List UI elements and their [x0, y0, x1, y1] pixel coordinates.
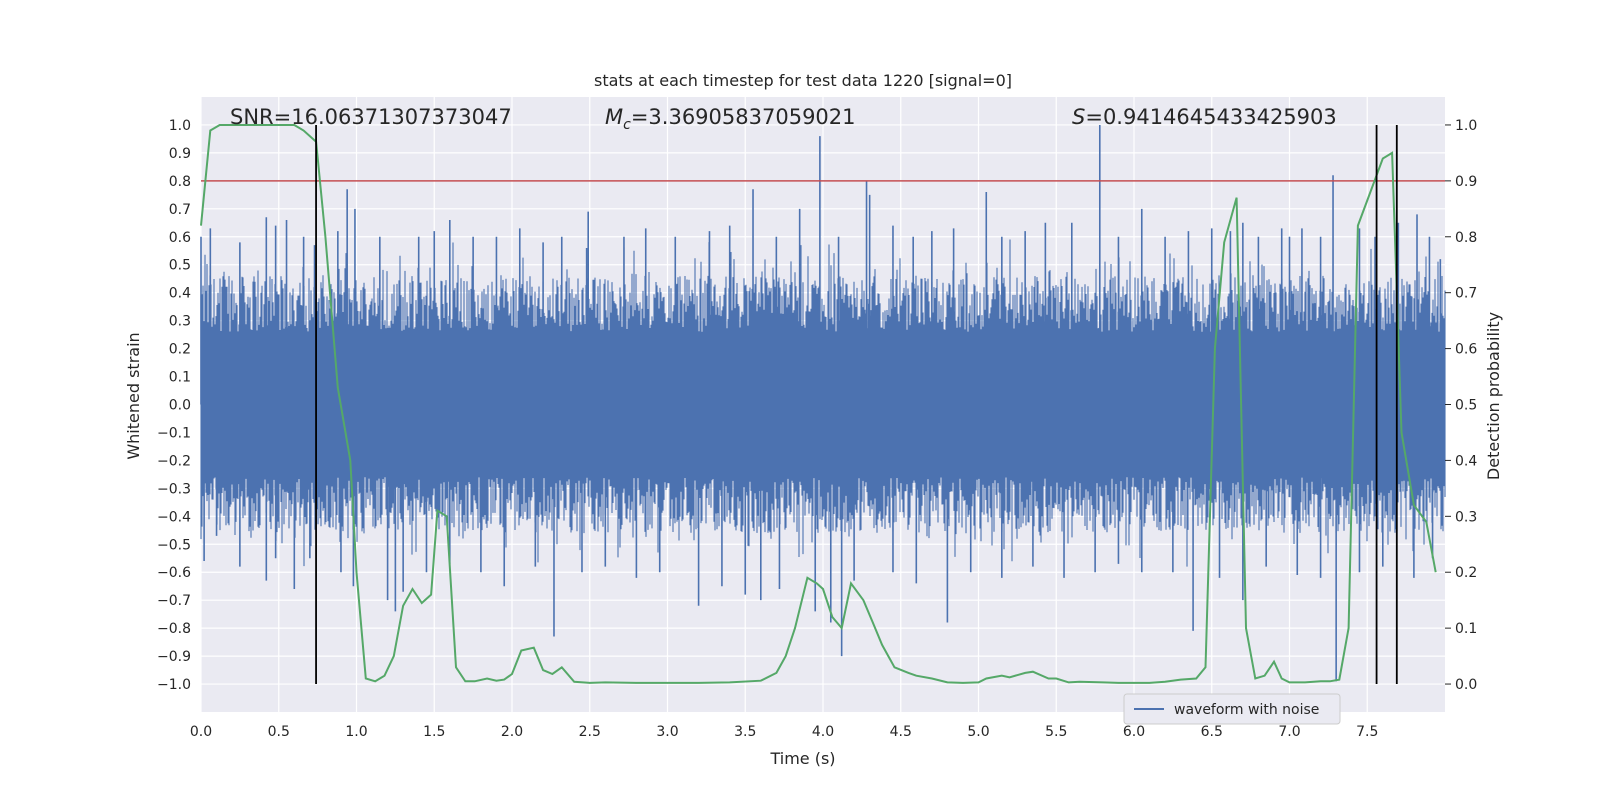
x-tick-label: 4.0: [812, 724, 834, 740]
y-tick-label: −0.1: [157, 425, 191, 441]
x-tick-label: 0.0: [190, 724, 212, 740]
x-axis-label: Time (s): [769, 749, 835, 768]
y-axis-label: Whitened strain: [124, 332, 143, 459]
y2-axis-label: Detection probability: [1484, 312, 1503, 480]
y-tick-label: 0.8: [169, 174, 191, 190]
x-tick-label: 1.5: [423, 724, 445, 740]
y-tick-label: −1.0: [157, 677, 191, 693]
y-tick-label: 0.3: [169, 314, 191, 330]
x-tick-label: 7.0: [1278, 724, 1300, 740]
y2-tick-label: 0.4: [1455, 453, 1477, 469]
y-tick-label: 1.0: [169, 118, 191, 134]
detection-markers: [315, 124, 1398, 685]
y-tick-label: −0.9: [157, 649, 191, 665]
y-tick-label: −0.2: [157, 453, 191, 469]
x-tick-label: 5.0: [967, 724, 989, 740]
x-tick-label: 4.5: [890, 724, 912, 740]
x-tick-label: 1.0: [345, 724, 367, 740]
legend: waveform with noise: [1123, 693, 1341, 725]
y2-tick-label: 0.7: [1455, 286, 1477, 302]
x-tick-label: 6.5: [1201, 724, 1223, 740]
y-tick-label: −0.6: [157, 565, 191, 581]
x-tick-label: 7.5: [1356, 724, 1378, 740]
x-tick-label: 3.5: [734, 724, 756, 740]
legend-box: [1123, 693, 1341, 725]
y-tick-label: 0.2: [169, 342, 191, 358]
y-tick-label: 0.7: [169, 202, 191, 218]
y2-tick-label: 0.8: [1455, 230, 1477, 246]
y-tick-label: 0.1: [169, 370, 191, 386]
x-tick-label: 0.5: [268, 724, 290, 740]
chart-title: stats at each timestep for test data 122…: [594, 71, 1012, 90]
waveform-series: [200, 124, 1446, 682]
y-tick-label: −0.8: [157, 621, 191, 637]
y-tick-label: 0.0: [169, 398, 191, 414]
chirp-mass-annotation: Mc=3.36905837059021: [605, 105, 856, 133]
y2-tick-label: 0.1: [1455, 621, 1477, 637]
x-tick-label: 3.0: [656, 724, 678, 740]
y-tick-label: 0.4: [169, 286, 191, 302]
probability-line: [200, 124, 1437, 684]
y2-tick-label: 0.2: [1455, 565, 1477, 581]
y2-tick-label: 0.3: [1455, 509, 1477, 525]
x-tick-label: 2.5: [579, 724, 601, 740]
y-tick-label: −0.4: [157, 509, 191, 525]
y-tick-label: −0.7: [157, 593, 191, 609]
legend-entry-waveform: waveform with noise: [1174, 702, 1319, 718]
snr-annotation: SNR=16.06371307373047: [230, 105, 512, 129]
x-tick-label: 5.5: [1045, 724, 1067, 740]
y-tick-label: 0.9: [169, 146, 191, 162]
x-tick-label: 6.0: [1123, 724, 1145, 740]
y-tick-label: −0.3: [157, 481, 191, 497]
axis-ticks: 0.0 0.5 1.0 1.5 2.0 2.5 3.0 3.5 4.0 4.5 5.0 5.5 6.0 6…: [157, 118, 1477, 740]
y2-tick-label: 0.9: [1455, 174, 1477, 190]
overlap-annotation: S=0.9414645433425903: [1072, 105, 1337, 129]
y2-tick-label: 1.0: [1455, 118, 1477, 134]
y2-tick-label: 0.0: [1455, 677, 1477, 693]
y-tick-label: 0.5: [169, 258, 191, 274]
y2-tick-label: 0.5: [1455, 398, 1477, 414]
y-tick-label: −0.5: [157, 537, 191, 553]
y-tick-label: 0.6: [169, 230, 191, 246]
y2-tick-label: 0.6: [1455, 342, 1477, 358]
x-tick-label: 2.0: [501, 724, 523, 740]
